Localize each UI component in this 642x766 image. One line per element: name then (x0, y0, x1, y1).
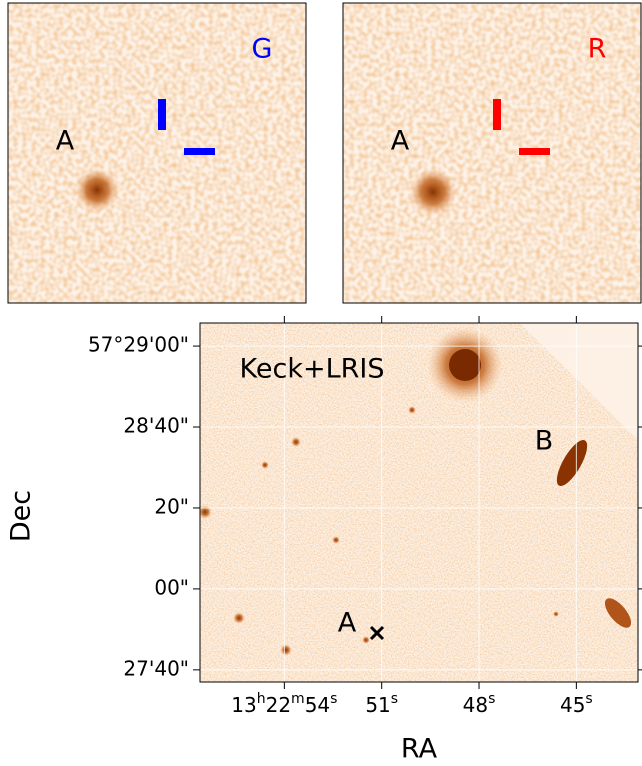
y-tick-label: 28'40" (123, 414, 189, 438)
y-tick-label: 57°29'00" (88, 333, 189, 357)
x-tick-label: 45s (560, 691, 593, 717)
y-tick-label: 00" (154, 575, 189, 599)
source-label: A (391, 126, 410, 157)
x-tick-label: 51s (365, 691, 398, 717)
source-marker (369, 625, 385, 641)
source-label: A (56, 126, 75, 157)
annotation: B (535, 426, 554, 457)
annotation: A (338, 608, 357, 639)
y-tick-label: 27'40" (123, 656, 189, 680)
g-panel (8, 3, 306, 303)
instrument-label: Keck+LRIS (240, 354, 385, 385)
x-tick-label: 13h22m54s (231, 691, 337, 717)
panel-frame (199, 322, 639, 683)
band-label: G (252, 34, 273, 65)
keck-panel (200, 323, 638, 682)
band-label: R (588, 34, 607, 65)
x-tick-label: 48s (463, 691, 496, 717)
x-axis-title: RA (401, 734, 438, 765)
panel-frame (7, 2, 307, 304)
r-panel (343, 3, 641, 303)
y-axis-title: Dec (6, 490, 37, 542)
panel-frame (342, 2, 642, 304)
y-tick-label: 20" (154, 494, 189, 518)
